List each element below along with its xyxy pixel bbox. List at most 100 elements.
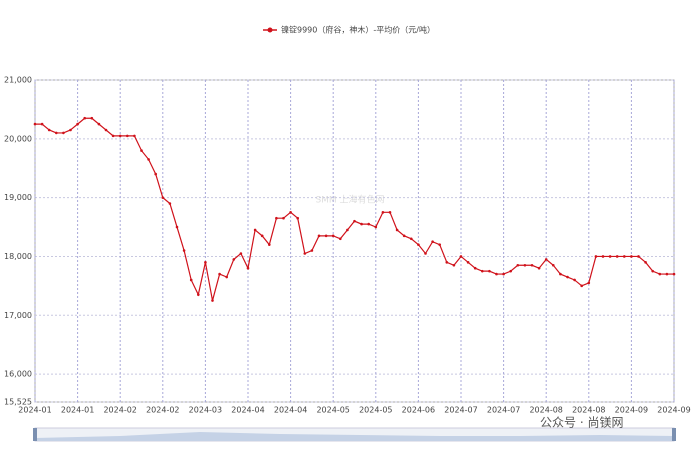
point	[395, 228, 399, 232]
point	[268, 243, 271, 246]
point	[587, 281, 591, 285]
point	[488, 269, 491, 273]
point	[438, 243, 442, 246]
point	[40, 122, 44, 126]
point	[537, 266, 541, 270]
point	[346, 228, 349, 232]
x-tick-label: 2024-08	[529, 406, 562, 415]
point	[509, 269, 512, 273]
point	[147, 158, 150, 161]
plot-area	[34, 79, 675, 403]
point	[381, 211, 385, 214]
point	[161, 196, 165, 199]
point	[672, 272, 676, 276]
point	[83, 116, 86, 120]
point	[417, 243, 420, 246]
point	[282, 216, 285, 220]
point	[608, 255, 612, 258]
point	[402, 234, 406, 238]
point	[33, 122, 37, 126]
point	[658, 272, 662, 276]
point	[630, 255, 633, 258]
point	[204, 261, 207, 264]
x-tick-label: 2024-09	[615, 406, 648, 415]
watermark: SMM 上海有色网	[315, 194, 384, 206]
point	[275, 216, 278, 220]
point	[374, 225, 378, 229]
point	[118, 134, 122, 138]
point	[232, 258, 236, 261]
point	[310, 249, 314, 252]
point	[197, 293, 200, 296]
point	[530, 263, 534, 267]
x-tick-label: 2024-04	[274, 406, 307, 415]
x-tick-label: 2024-09	[657, 406, 690, 415]
point	[431, 240, 434, 244]
point	[388, 211, 392, 214]
point	[367, 222, 371, 226]
point	[665, 272, 669, 276]
point	[473, 266, 477, 270]
point	[253, 228, 257, 232]
point	[55, 131, 58, 135]
point	[90, 116, 94, 120]
x-tick-label: 2024-08	[572, 406, 605, 415]
point	[303, 252, 307, 255]
point	[168, 202, 172, 205]
point	[339, 237, 342, 241]
point	[459, 255, 463, 258]
y-tick-label: 19,000	[4, 193, 32, 202]
y-tick-label: 20,000	[4, 134, 32, 143]
x-tick-label: 2024-03	[189, 406, 222, 415]
point	[246, 266, 250, 270]
x-tick-label: 2024-02	[146, 406, 179, 415]
point	[324, 234, 328, 238]
point	[76, 122, 79, 126]
point	[296, 216, 300, 220]
x-tick-label: 2024-06	[402, 406, 435, 415]
point	[317, 234, 321, 238]
point	[559, 272, 562, 276]
point	[580, 284, 583, 288]
point	[126, 134, 129, 138]
point	[175, 225, 179, 229]
y-tick-label: 17,000	[4, 311, 32, 320]
point	[523, 263, 527, 267]
point	[289, 211, 292, 214]
x-tick-label: 2024-01	[61, 406, 94, 415]
point	[516, 263, 520, 267]
point	[239, 252, 243, 255]
overlay-text: 公众号 · 尚镁网	[540, 416, 623, 430]
x-tick-label: 2024-07	[487, 406, 520, 415]
point	[111, 134, 115, 138]
legend-label: 镍锭9990（府谷，神木）-平均价（元/吨）	[281, 25, 435, 35]
point	[644, 261, 647, 264]
point	[225, 275, 228, 279]
point	[154, 172, 157, 176]
point	[69, 128, 72, 132]
point	[424, 252, 427, 255]
y-tick-label: 16,000	[4, 370, 32, 379]
x-tick-label: 2024-04	[231, 406, 264, 415]
point	[502, 272, 505, 276]
point	[544, 258, 548, 261]
point	[637, 255, 640, 258]
navigator-area	[35, 432, 674, 441]
point	[182, 249, 186, 252]
navigator-handle[interactable]	[33, 428, 37, 441]
point	[566, 275, 569, 279]
point	[133, 134, 136, 138]
point	[189, 278, 193, 282]
point	[445, 261, 449, 264]
y-tick-label: 21,000	[4, 76, 32, 85]
y-tick-label: 18,000	[4, 252, 32, 261]
point	[97, 122, 101, 126]
y-tick-label: 15,525	[4, 398, 32, 407]
point	[211, 299, 214, 302]
navigator-handle[interactable]	[672, 428, 676, 441]
point	[594, 255, 598, 258]
x-tick-label: 2024-07	[444, 406, 477, 415]
point	[601, 255, 605, 258]
